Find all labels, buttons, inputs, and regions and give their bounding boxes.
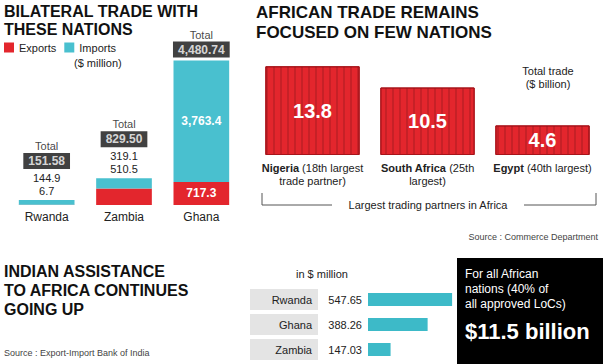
svg-text:all approved LoCs): all approved LoCs) xyxy=(465,297,566,311)
svg-text:largest): largest) xyxy=(409,175,446,187)
svg-text:FOCUSED ON FEW NATIONS: FOCUSED ON FEW NATIONS xyxy=(256,23,492,42)
svg-text:Total: Total xyxy=(190,29,213,41)
svg-text:3,763.4: 3,763.4 xyxy=(181,114,221,128)
svg-text:Total trade: Total trade xyxy=(522,65,573,77)
svg-text:Nigeria: Nigeria xyxy=(262,162,300,174)
svg-text:Exports: Exports xyxy=(19,42,57,54)
svg-text:Source : Commerce Department: Source : Commerce Department xyxy=(468,232,598,242)
svg-text:4,480.74: 4,480.74 xyxy=(178,43,225,57)
svg-text:trade partner): trade partner) xyxy=(279,175,346,187)
svg-text:in $ million: in $ million xyxy=(296,268,348,280)
svg-text:$11.5 billion: $11.5 billion xyxy=(465,319,590,344)
svg-text:388.26: 388.26 xyxy=(328,319,362,331)
svg-text:Zambia: Zambia xyxy=(104,210,144,224)
svg-text:AFRICAN TRADE REMAINS: AFRICAN TRADE REMAINS xyxy=(256,3,479,22)
svg-text:(40th largest): (40th largest) xyxy=(524,162,592,174)
svg-text:319.1: 319.1 xyxy=(110,150,138,162)
svg-text:Egypt: Egypt xyxy=(493,162,524,174)
svg-text:Total: Total xyxy=(35,140,58,152)
svg-text:Imports: Imports xyxy=(79,42,116,54)
svg-text:Ghana: Ghana xyxy=(183,210,219,224)
svg-text:13.8: 13.8 xyxy=(293,100,332,122)
svg-text:Rwanda: Rwanda xyxy=(25,210,69,224)
svg-text:Total: Total xyxy=(112,118,135,130)
svg-text:GOING UP: GOING UP xyxy=(4,301,84,318)
svg-text:BILATERAL TRADE WITH: BILATERAL TRADE WITH xyxy=(4,3,198,20)
svg-text:(18th largest: (18th largest xyxy=(299,162,363,174)
svg-text:(25th: (25th xyxy=(446,162,474,174)
svg-text:($ million): ($ million) xyxy=(74,57,122,69)
svg-text:For all African: For all African xyxy=(465,267,538,281)
svg-text:717.3: 717.3 xyxy=(186,186,216,200)
svg-text:10.5: 10.5 xyxy=(408,110,447,132)
svg-text:829.50: 829.50 xyxy=(106,132,143,146)
svg-text:nations (40% of: nations (40% of xyxy=(465,282,549,296)
svg-text:THESE NATIONS: THESE NATIONS xyxy=(4,21,133,38)
svg-text:INDIAN ASSISTANCE: INDIAN ASSISTANCE xyxy=(4,263,165,280)
svg-text:TO AFRICA CONTINUES: TO AFRICA CONTINUES xyxy=(4,282,189,299)
svg-text:147.03: 147.03 xyxy=(328,344,362,356)
svg-text:4.6: 4.6 xyxy=(529,129,557,151)
svg-text:151.58: 151.58 xyxy=(28,154,65,168)
svg-text:Source : Export-Import Bank of: Source : Export-Import Bank of India xyxy=(4,348,150,358)
svg-text:144.9: 144.9 xyxy=(33,172,61,184)
svg-text:Ghana: Ghana xyxy=(279,319,313,331)
svg-text:6.7: 6.7 xyxy=(39,185,54,197)
svg-text:510.5: 510.5 xyxy=(110,163,138,175)
svg-text:($ billion): ($ billion) xyxy=(526,78,571,90)
svg-text:547.65: 547.65 xyxy=(328,294,362,306)
svg-text:Rwanda: Rwanda xyxy=(272,294,313,306)
svg-text:Zambia: Zambia xyxy=(275,344,313,356)
svg-text:Largest trading partners in Af: Largest trading partners in Africa xyxy=(349,199,509,211)
svg-text:South Africa: South Africa xyxy=(381,162,447,174)
